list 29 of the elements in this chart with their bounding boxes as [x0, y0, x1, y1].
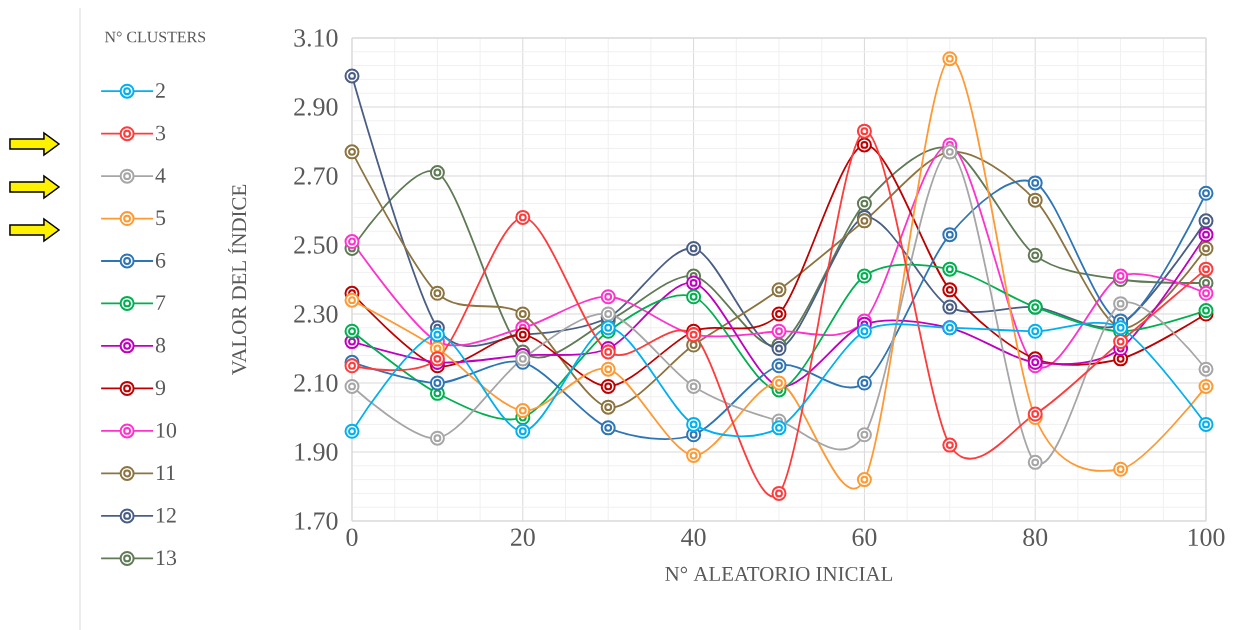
legend-label: 12	[156, 507, 176, 523]
y-axis-title: VALOR DEL ÍNDICE	[228, 184, 247, 375]
y-tick-label: 3.10	[294, 29, 338, 47]
y-tick-label: 2.10	[294, 374, 338, 392]
legend-label: 6	[155, 252, 166, 268]
x-tick-label: 0	[346, 528, 358, 546]
legend-label: 8	[155, 337, 166, 353]
y-tick-label: 1.90	[295, 443, 338, 461]
x-tick-label: 20	[510, 528, 535, 546]
y-tick-label: 1.70	[295, 512, 338, 530]
legend-label: 7	[156, 295, 166, 310]
legend-label: 5	[156, 210, 166, 226]
x-tick-label: 100	[1188, 528, 1225, 546]
legend-label: 4	[155, 168, 166, 183]
legend-label: 13	[156, 550, 177, 566]
x-tick-label: 60	[852, 528, 877, 546]
x-tick-label: 40	[681, 528, 706, 546]
legend-label: 2	[155, 83, 165, 98]
x-axis-title: N° ALEATORIO INICIAL	[665, 566, 893, 581]
y-tick-label: 2.30	[294, 305, 338, 323]
y-tick-label: 2.90	[294, 98, 338, 116]
y-tick-label: 2.70	[294, 167, 338, 185]
legend-label: 9	[155, 380, 166, 396]
x-tick-label: 80	[1023, 528, 1048, 546]
legend-label: 10	[156, 422, 177, 438]
legend-title: N° CLUSTERS	[104, 31, 206, 43]
y-tick-label: 2.50	[294, 236, 338, 254]
legend-label: 3	[156, 125, 166, 141]
legend-label: 11	[156, 465, 175, 480]
